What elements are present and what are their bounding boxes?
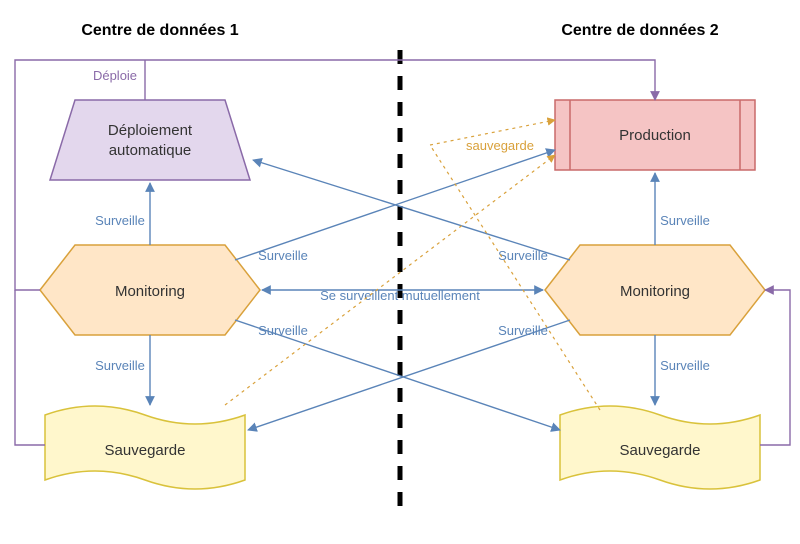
label-s7: Surveille: [258, 323, 308, 338]
edge-bak1-prod: [225, 155, 555, 405]
svg-text:automatique: automatique: [109, 142, 192, 159]
svg-text:Sauvegarde: Sauvegarde: [620, 442, 701, 459]
label-s8: Surveille: [498, 323, 548, 338]
node-deploy: Déploiement automatique: [50, 100, 250, 180]
node-monitoring-2: Monitoring: [545, 245, 765, 335]
label-s3: Surveille: [660, 213, 710, 228]
label-s6: Surveille: [498, 248, 548, 263]
edge-mon2-deploy: [253, 160, 570, 260]
label-s4: Surveille: [660, 358, 710, 373]
label-sauvegarde: sauvegarde: [466, 138, 534, 153]
node-production: Production: [555, 100, 755, 170]
edge-purple-left: [15, 290, 45, 445]
label-mutual: Se surveillent mutuellement: [320, 288, 480, 303]
edge-purple-right: [760, 290, 790, 445]
node-backup-2: Sauvegarde: [560, 406, 760, 489]
label-s5: Surveille: [258, 248, 308, 263]
node-monitoring-1: Monitoring: [40, 245, 260, 335]
svg-text:Sauvegarde: Sauvegarde: [105, 442, 186, 459]
label-s2: Surveille: [95, 358, 145, 373]
dc2-title: Centre de données 2: [561, 22, 718, 39]
node-backup-1: Sauvegarde: [45, 406, 245, 489]
svg-text:Production: Production: [619, 127, 691, 144]
label-s1: Surveille: [95, 213, 145, 228]
svg-text:Monitoring: Monitoring: [115, 283, 185, 300]
svg-text:Déploiement: Déploiement: [108, 122, 193, 139]
label-deploie: Déploie: [93, 68, 137, 83]
dc1-title: Centre de données 1: [81, 22, 238, 39]
svg-text:Monitoring: Monitoring: [620, 283, 690, 300]
